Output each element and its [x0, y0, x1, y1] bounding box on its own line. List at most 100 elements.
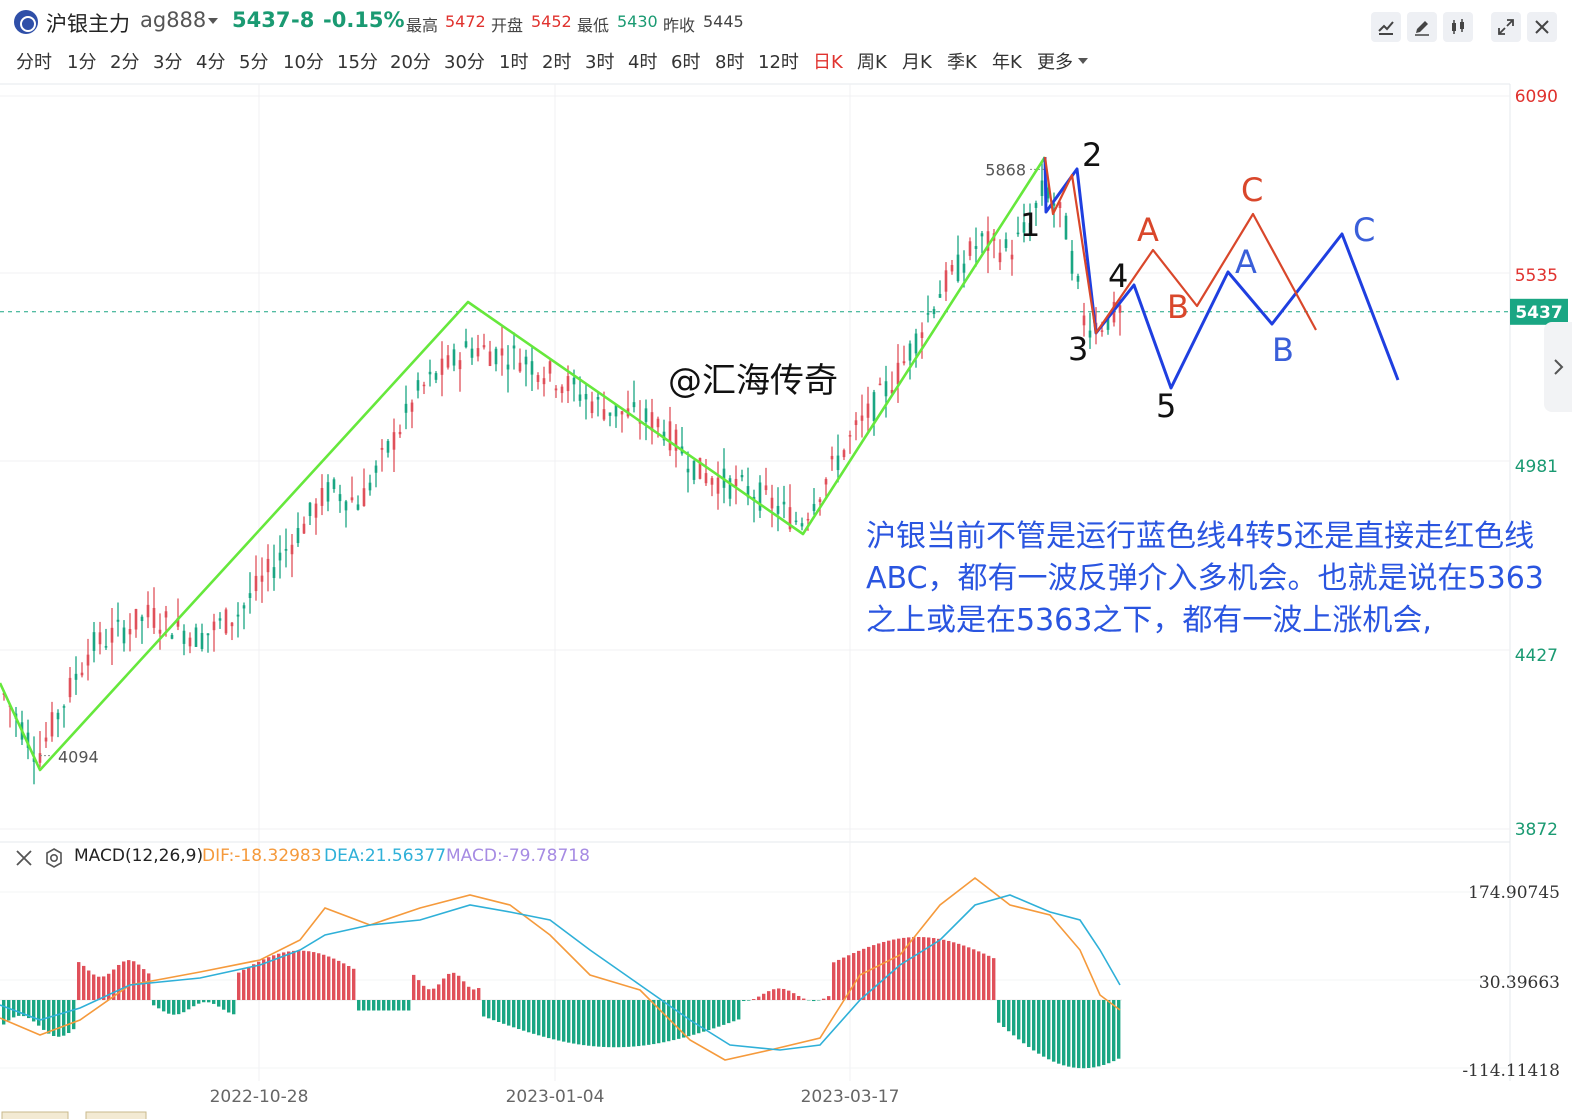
macd-histogram-bar — [962, 945, 966, 1000]
tab-period[interactable]: 季K — [947, 52, 977, 73]
candle-body — [1082, 315, 1086, 326]
candle-body — [962, 263, 966, 273]
macd-histogram-bar — [137, 964, 141, 1000]
candle-body — [1022, 222, 1026, 233]
line-tool-button[interactable] — [1371, 12, 1401, 42]
macd-histogram-bar — [887, 940, 891, 1000]
macd-histogram-bar — [222, 1000, 226, 1010]
candle-body — [824, 479, 828, 485]
macd-histogram-bar — [1017, 1000, 1021, 1040]
symbol-name[interactable]: 沪银主力 — [46, 12, 130, 36]
candle-body — [812, 503, 816, 511]
tab-period[interactable]: 30分 — [444, 52, 485, 73]
macd-histogram-bar — [582, 1000, 586, 1046]
tab-period[interactable]: 月K — [902, 52, 932, 73]
candle-body — [278, 552, 282, 561]
candle-body — [302, 523, 306, 534]
tab-period[interactable]: 周K — [857, 52, 887, 73]
side-panel-toggle[interactable] — [1544, 322, 1572, 412]
gear-icon[interactable] — [44, 848, 64, 868]
tab-period[interactable]: 2时 — [542, 52, 572, 73]
candle-body — [122, 627, 126, 644]
chevron-right-icon — [1554, 359, 1564, 375]
macd-histogram-bar — [107, 973, 111, 1000]
candle-body — [974, 246, 978, 249]
macd-histogram-bar — [247, 966, 251, 1000]
tab-period[interactable]: 4时 — [628, 52, 658, 73]
tab-period[interactable]: 5分 — [239, 52, 269, 73]
tab-period[interactable]: 2分 — [110, 52, 140, 73]
macd-histogram-bar — [607, 1000, 611, 1048]
tab-more[interactable]: 更多 — [1037, 52, 1073, 73]
candle-body — [290, 544, 294, 555]
close-button[interactable] — [1527, 12, 1557, 42]
candle-body — [428, 371, 432, 375]
tab-period[interactable]: 1时 — [499, 52, 529, 73]
candle-body — [776, 505, 780, 514]
macd-histogram-bar — [857, 950, 861, 1000]
tab-period[interactable]: 15分 — [337, 52, 378, 73]
candle-body — [458, 360, 462, 370]
tab-period[interactable]: 8时 — [715, 52, 745, 73]
candle-body — [536, 375, 540, 382]
candle-body — [242, 605, 246, 609]
macd-histogram-bar — [957, 943, 961, 1000]
tab-period-active[interactable]: 日K — [813, 52, 843, 73]
tab-period[interactable]: 4分 — [196, 52, 226, 73]
candle-body — [854, 420, 858, 426]
macd-dif-line — [0, 876, 1121, 1061]
candle-body — [494, 348, 498, 365]
exchange-logo-icon — [14, 10, 38, 34]
tab-period[interactable]: 1分 — [67, 52, 97, 73]
tab-period[interactable]: 3分 — [153, 52, 183, 73]
tab-period[interactable]: 年K — [992, 52, 1022, 73]
macd-histogram-bar — [1067, 1000, 1071, 1067]
candle-type-button[interactable] — [1443, 12, 1473, 42]
prev-close-label: 昨收 — [663, 16, 696, 35]
blue-wave-label-c: C — [1353, 211, 1375, 249]
macd-histogram-bar — [777, 988, 781, 1000]
symbol-code[interactable]: ag888 — [140, 8, 207, 32]
candle-body — [644, 408, 648, 422]
tab-period[interactable]: 20分 — [390, 52, 431, 73]
macd-histogram-bar — [802, 998, 806, 1000]
candle-body — [524, 356, 528, 365]
macd-histogram-bar — [217, 1000, 221, 1007]
candle-body — [98, 632, 102, 645]
candle-body — [368, 482, 372, 491]
macd-histogram-bar — [672, 1000, 676, 1041]
candle-body — [254, 575, 258, 592]
high-marker-label: 5868 — [985, 160, 1026, 179]
macd-histogram-bar — [842, 957, 846, 1000]
symbol-dropdown-chevron-icon[interactable] — [208, 18, 218, 24]
candle-body — [308, 502, 312, 517]
candle-body — [914, 333, 918, 354]
macd-histogram-bar — [792, 993, 796, 1000]
close-indicator-icon[interactable] — [14, 848, 34, 868]
candle-body — [248, 593, 252, 598]
macd-histogram-bar — [482, 1000, 486, 1017]
macd-histogram-bar — [127, 960, 131, 1000]
macd-histogram-bar — [87, 970, 91, 1000]
tab-period[interactable]: 12时 — [758, 52, 799, 73]
candle-body — [344, 501, 348, 511]
macd-histogram-bar — [337, 960, 341, 1000]
draw-tool-button[interactable] — [1407, 12, 1437, 42]
more-chevron-down-icon[interactable] — [1078, 58, 1088, 64]
prev-close-value: 5445 — [703, 12, 744, 31]
chart-grid — [0, 83, 1511, 1081]
candle-body — [146, 604, 150, 618]
macd-histogram-bar — [1112, 1000, 1116, 1062]
tab-period[interactable]: 分时 — [16, 52, 52, 73]
macd-histogram-bar — [1032, 1000, 1036, 1051]
candle-body — [620, 411, 624, 415]
tab-period[interactable]: 6时 — [671, 52, 701, 73]
tab-period[interactable]: 3时 — [585, 52, 615, 73]
macd-histogram-bar — [642, 1000, 646, 1046]
macd-histogram-bar — [1102, 1000, 1106, 1065]
macd-histogram-bar — [62, 1000, 66, 1036]
tab-period[interactable]: 10分 — [283, 52, 324, 73]
fullscreen-button[interactable] — [1491, 12, 1521, 42]
candle-body — [512, 345, 516, 349]
